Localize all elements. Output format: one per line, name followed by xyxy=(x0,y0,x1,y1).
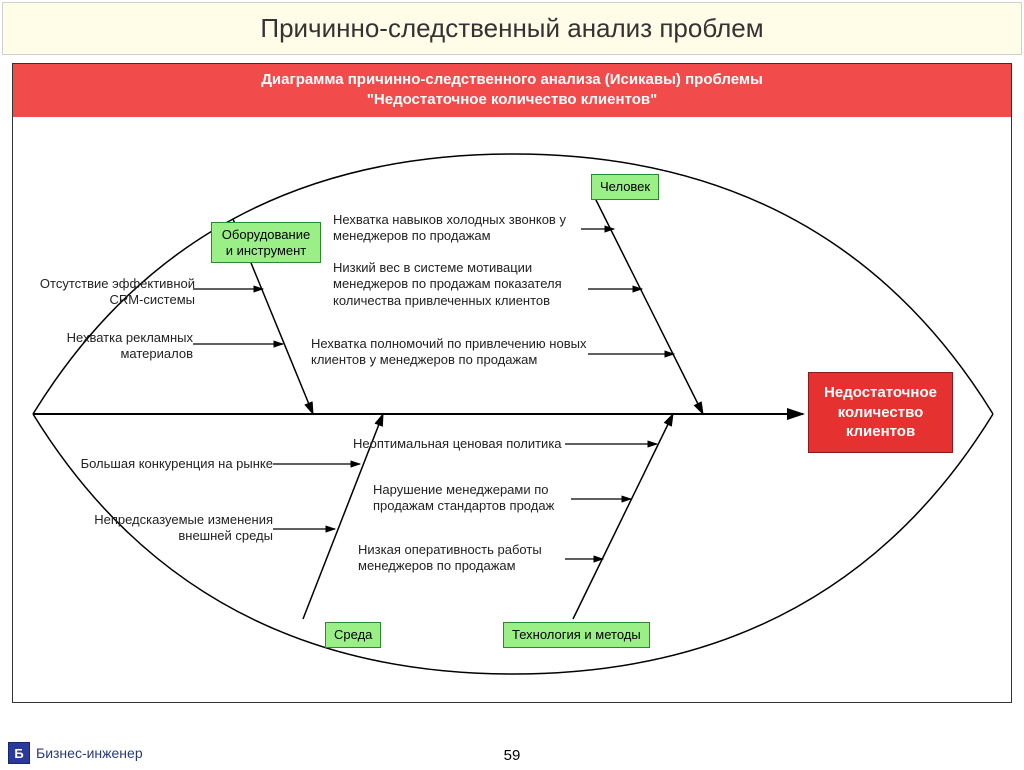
cause-hu3: Нехватка полномочий по привлечению новых… xyxy=(311,336,591,369)
slide-title: Причинно-следственный анализ проблем xyxy=(260,13,763,43)
diagram-header: Диаграмма причинно-следственного анализа… xyxy=(13,64,1011,117)
cause-te3: Низкая оперативность работы менеджеров п… xyxy=(358,542,568,575)
problem-box: Недостаточное количество клиентов xyxy=(808,372,953,453)
cause-te1: Неоптимальная ценовая политика xyxy=(353,436,568,452)
category-environment: Среда xyxy=(325,622,381,648)
cause-eq2: Нехватка рекламных материалов xyxy=(43,330,193,363)
header-line-2: "Недостаточное количество клиентов" xyxy=(17,90,1007,110)
category-human: Человек xyxy=(591,174,659,200)
cause-te2: Нарушение менеджерами по продажам станда… xyxy=(373,482,573,515)
cause-en2: Непредсказуемые изменения внешней среды xyxy=(68,512,273,545)
cause-hu2: Низкий вес в системе мотивации менеджеро… xyxy=(333,260,593,309)
page-number: 59 xyxy=(504,747,521,764)
footer-logo-icon: Б xyxy=(8,742,30,764)
category-technology: Технология и методы xyxy=(503,622,650,648)
cause-en1: Большая конкуренция на рынке xyxy=(53,456,273,472)
cause-eq1: Отсутствие эффективной CRM-системы xyxy=(25,276,195,309)
cause-hu1: Нехватка навыков холодных звонков у мене… xyxy=(333,212,583,245)
category-equipment: Оборудование и инструмент xyxy=(211,222,321,263)
header-line-1: Диаграмма причинно-следственного анализа… xyxy=(17,70,1007,90)
footer-text: Бизнес-инженер xyxy=(36,745,143,761)
diagram-frame: Диаграмма причинно-следственного анализа… xyxy=(12,63,1012,703)
fishbone-area: Оборудование и инструмент Человек Среда … xyxy=(13,124,1011,702)
slide-title-bar: Причинно-следственный анализ проблем xyxy=(2,2,1022,55)
